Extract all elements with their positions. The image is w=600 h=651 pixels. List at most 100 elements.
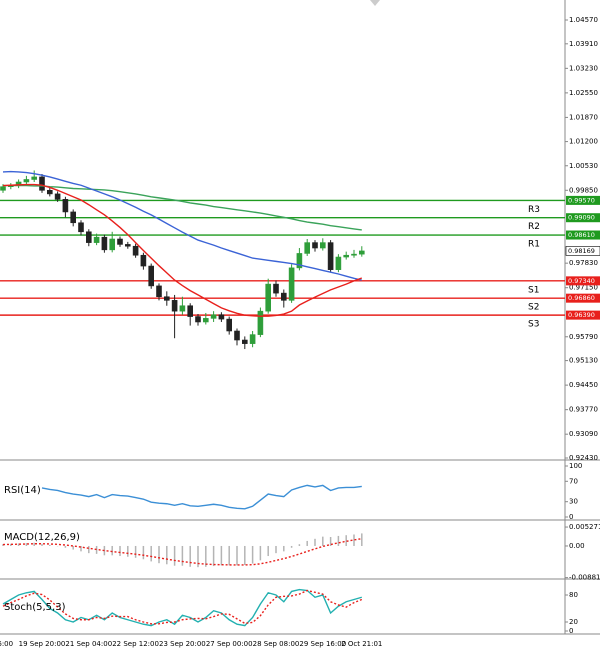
candle-body — [257, 310, 264, 335]
panel — [2, 533, 363, 568]
candle-body — [93, 236, 100, 243]
candle-body — [218, 314, 225, 320]
histogram-bar — [197, 545, 199, 568]
histogram-bar — [306, 540, 308, 546]
candle-body — [46, 189, 53, 195]
y-tick-label: 70 — [569, 477, 578, 485]
candle-body — [140, 254, 147, 267]
y-tick-label: 0.93770 — [569, 406, 598, 414]
candle-body — [351, 253, 357, 256]
candle-body — [86, 231, 92, 243]
panel-title: MACD(12,26,9) — [4, 532, 80, 543]
x-tick-label: 28 Sep 08:00 — [253, 640, 300, 648]
histogram-bar — [72, 545, 74, 550]
candle-body — [179, 305, 186, 312]
level-price-box — [566, 213, 600, 223]
y-tick-label: 80 — [569, 591, 578, 599]
panel — [2, 588, 363, 627]
histogram-bar — [267, 545, 269, 557]
histogram-bar — [95, 545, 98, 554]
x-tick-label: 21 Sep 04:00 — [65, 640, 112, 648]
level-price-label: 0.97340 — [568, 277, 595, 285]
candle-body — [132, 245, 139, 256]
histogram-bar — [17, 543, 20, 546]
y-tick-label: 0.93090 — [569, 430, 598, 438]
level-price-box — [566, 276, 600, 286]
level-price-label: 0.98610 — [568, 231, 595, 239]
level-name: R1 — [528, 240, 540, 250]
series-line — [41, 484, 362, 510]
panel: R3 R2 R1 S1 S2 S3 — [0, 170, 565, 350]
x-tick-label: 22 Sep 12:00 — [112, 640, 159, 648]
level-name: R3 — [528, 205, 540, 215]
candle-body — [164, 296, 170, 301]
level-price-box — [566, 310, 600, 320]
histogram-bar — [212, 545, 215, 567]
y-tick-label: 0 — [569, 627, 573, 635]
histogram-bar — [283, 545, 285, 552]
level-price-label: 0.99570 — [568, 196, 595, 204]
histogram-bar — [33, 542, 35, 546]
histogram-bar — [259, 545, 262, 561]
histogram-bar — [298, 544, 301, 546]
candle-body — [171, 300, 178, 312]
histogram-bar — [322, 536, 324, 546]
x-tick-label: 19 Sep 20:00 — [19, 640, 66, 648]
y-tick-label: 100 — [569, 462, 582, 470]
candle-body — [280, 292, 287, 301]
x-tick-label: 23 Sep 20:00 — [159, 640, 206, 648]
histogram-bar — [134, 545, 137, 558]
candle-body — [358, 250, 365, 255]
candle-body — [31, 176, 38, 180]
y-tick-label: 1.02550 — [569, 89, 598, 97]
y-tick-label: 0.94450 — [569, 381, 598, 389]
y-tick-label: 30 — [569, 498, 578, 506]
candle-body — [210, 314, 217, 319]
y-tick-label: 1.04570 — [569, 16, 598, 24]
histogram-bar — [150, 545, 152, 562]
level-price-label: 0.99090 — [568, 214, 595, 222]
x-tick-label: 27 Sep 00:00 — [206, 640, 253, 648]
candle-body — [249, 334, 256, 344]
candle-body — [62, 199, 69, 213]
candle-body — [78, 222, 84, 233]
histogram-bar — [329, 537, 332, 546]
series-line — [3, 184, 362, 231]
panel — [41, 484, 362, 510]
y-tick-label: 0.97830 — [569, 259, 598, 267]
candle-body — [109, 238, 115, 251]
candle-body — [195, 316, 201, 323]
histogram-bar — [173, 545, 176, 566]
series-line — [2, 589, 363, 625]
candle-body — [327, 242, 334, 270]
candle-body — [343, 254, 350, 258]
panel-title: Stoch(5,5,3) — [4, 602, 66, 613]
histogram-bar — [275, 545, 277, 554]
level-name: S3 — [528, 320, 539, 330]
histogram-bar — [244, 545, 246, 565]
last-price-box — [565, 246, 600, 256]
candle-body — [156, 285, 162, 298]
series-line — [2, 170, 362, 281]
shift-marker — [370, 0, 380, 6]
x-tick-label: 2 Oct 21:01 — [341, 640, 382, 648]
series-line — [2, 537, 362, 566]
histogram-bar — [353, 534, 355, 546]
histogram-bar — [220, 545, 223, 566]
histogram-bar — [251, 545, 254, 564]
histogram-bar — [127, 545, 129, 557]
histogram-bar — [345, 535, 347, 546]
candle-body — [117, 238, 123, 245]
y-tick-label: 1.03230 — [569, 64, 598, 72]
candle-body — [319, 242, 326, 249]
histogram-bar — [314, 538, 316, 546]
y-tick-label: 20 — [569, 618, 578, 626]
last-price-label: 0.98169 — [568, 247, 595, 255]
y-tick-label: 0.95130 — [569, 357, 598, 365]
histogram-bar — [119, 545, 121, 557]
y-tick-label: 0.95790 — [569, 333, 598, 341]
histogram-bar — [189, 545, 191, 567]
